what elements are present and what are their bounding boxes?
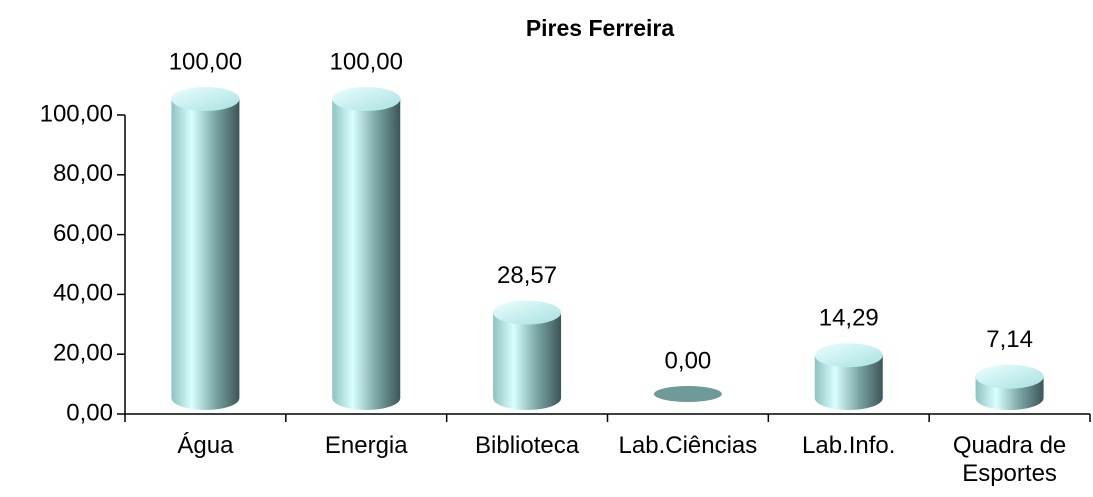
x-tick-label: Energia bbox=[324, 432, 408, 459]
bar-top bbox=[332, 87, 401, 111]
y-tick-label: 40,00 bbox=[53, 280, 113, 307]
y-tick-label: 20,00 bbox=[53, 340, 113, 367]
bar bbox=[975, 364, 1044, 411]
bar-top bbox=[653, 386, 722, 402]
x-tick-label: Quadra de Esportes bbox=[952, 432, 1067, 487]
bar-top bbox=[171, 87, 240, 111]
bar-body bbox=[814, 355, 883, 410]
bar bbox=[493, 300, 562, 410]
value-label: 100,00 bbox=[330, 48, 403, 75]
x-tick-label: Biblioteca bbox=[475, 432, 580, 459]
y-tick-label: 100,00 bbox=[40, 100, 113, 127]
bar-body bbox=[171, 99, 240, 410]
value-label: 28,57 bbox=[497, 262, 557, 289]
x-tick-label: Lab.Info. bbox=[802, 432, 896, 459]
value-label: 7,14 bbox=[986, 326, 1033, 353]
bar-body bbox=[332, 99, 401, 410]
value-label: 14,29 bbox=[819, 305, 879, 332]
bar-top bbox=[814, 343, 883, 368]
value-label: 100,00 bbox=[169, 48, 242, 75]
chart-title: Pires Ferreira bbox=[526, 15, 675, 41]
bar-body bbox=[493, 312, 562, 410]
bar bbox=[653, 386, 722, 402]
x-tick-label: Lab.Ciências bbox=[618, 432, 758, 459]
value-label: 0,00 bbox=[665, 347, 712, 374]
bar-top bbox=[975, 364, 1044, 389]
y-tick-label: 80,00 bbox=[53, 160, 113, 187]
bar bbox=[814, 343, 883, 410]
bar-top bbox=[493, 300, 562, 325]
bar bbox=[332, 87, 401, 410]
bar bbox=[171, 87, 240, 410]
y-tick-label: 0,00 bbox=[66, 399, 113, 426]
y-tick-label: 60,00 bbox=[53, 220, 113, 247]
x-tick-label: Água bbox=[177, 432, 234, 459]
